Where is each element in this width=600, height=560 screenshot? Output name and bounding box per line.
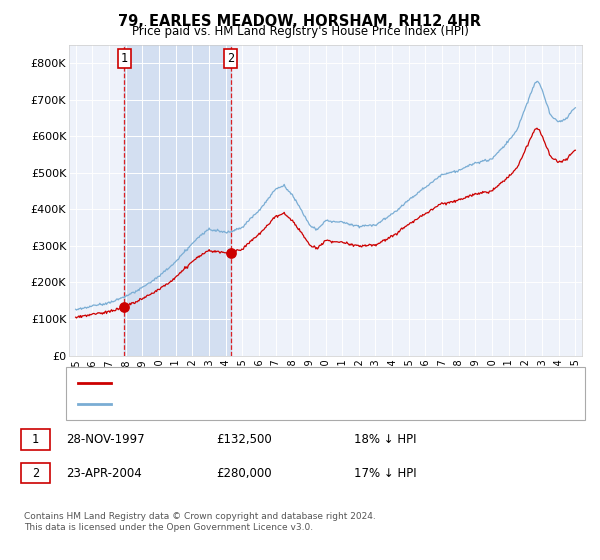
Text: 79, EARLES MEADOW, HORSHAM, RH12 4HR: 79, EARLES MEADOW, HORSHAM, RH12 4HR xyxy=(119,14,482,29)
Text: Price paid vs. HM Land Registry's House Price Index (HPI): Price paid vs. HM Land Registry's House … xyxy=(131,25,469,38)
Text: 2: 2 xyxy=(227,52,234,66)
Point xyxy=(119,302,129,311)
Text: 79, EARLES MEADOW, HORSHAM, RH12 4HR (detached house): 79, EARLES MEADOW, HORSHAM, RH12 4HR (de… xyxy=(118,378,445,388)
Text: £280,000: £280,000 xyxy=(216,466,272,480)
Text: 28-NOV-1997: 28-NOV-1997 xyxy=(66,433,145,446)
Text: 17% ↓ HPI: 17% ↓ HPI xyxy=(354,466,416,480)
Text: 2: 2 xyxy=(32,466,39,480)
Text: Contains HM Land Registry data © Crown copyright and database right 2024.
This d: Contains HM Land Registry data © Crown c… xyxy=(24,512,376,532)
Bar xyxy=(124,45,231,356)
Text: 1: 1 xyxy=(32,433,39,446)
Text: £132,500: £132,500 xyxy=(216,433,272,446)
Point xyxy=(226,249,236,258)
Text: 23-APR-2004: 23-APR-2004 xyxy=(66,466,142,480)
Text: HPI: Average price, detached house, Horsham: HPI: Average price, detached house, Hors… xyxy=(118,399,358,409)
Text: 18% ↓ HPI: 18% ↓ HPI xyxy=(354,433,416,446)
Text: 1: 1 xyxy=(121,52,128,66)
